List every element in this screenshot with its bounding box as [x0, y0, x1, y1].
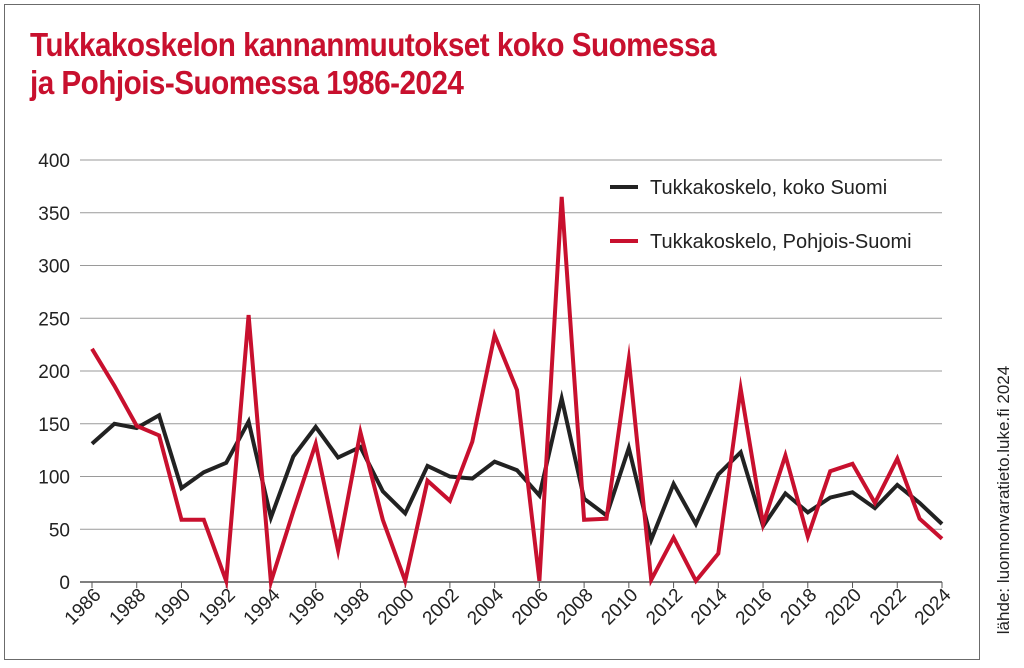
x-tick-label: 2004	[463, 584, 508, 629]
chart-title: Tukkakoskelon kannanmuutokset koko Suome…	[30, 26, 717, 102]
x-axis-ticks: 1986 1988 1990 1992 1994 1996 1998 2000 2002 2004…	[61, 582, 956, 629]
y-tick-label: 400	[38, 151, 70, 172]
x-tick-label: 2024	[911, 584, 956, 629]
y-tick-label: 250	[38, 309, 70, 330]
gridlines	[80, 159, 942, 583]
y-tick-label: 150	[38, 415, 70, 436]
y-tick-label: 200	[38, 362, 70, 383]
series-lines	[90, 196, 944, 593]
legend-label: Tukkakoskelo, koko Suomi	[650, 177, 887, 199]
x-tick-label: 1998	[329, 585, 374, 630]
x-tick-label: 2002	[419, 585, 464, 630]
y-tick-label: 50	[49, 520, 70, 541]
x-tick-label: 2022	[866, 585, 911, 630]
x-tick-label: 2008	[553, 585, 598, 630]
y-tick-label: 300	[38, 257, 70, 278]
x-tick-label: 2016	[732, 585, 777, 630]
legend-label: Tukkakoskelo, Pohjois-Suomi	[650, 231, 912, 253]
x-tick-label: 1996	[284, 585, 329, 630]
x-tick-label: 2018	[777, 585, 822, 630]
chart-frame	[4, 4, 980, 660]
y-axis-ticks: 0 50 100 150 200 250 300 350 400	[38, 151, 70, 594]
x-tick-label: 2006	[508, 585, 553, 630]
legend: Tukkakoskelo, koko Suomi Tukkakoskelo, Po…	[610, 177, 912, 253]
y-tick-label: 350	[38, 204, 70, 225]
series-line-pohjois-suomi	[90, 196, 944, 593]
x-tick-label: 1992	[195, 585, 240, 630]
x-tick-label: 1988	[106, 585, 151, 630]
y-tick-label: 100	[38, 468, 70, 489]
x-tick-label: 2000	[374, 585, 419, 630]
title-line-1: Tukkakoskelon kannanmuutokset koko Suome…	[30, 26, 717, 63]
x-tick-label: 1994	[240, 584, 285, 629]
x-tick-label: 2020	[821, 585, 866, 630]
x-tick-label: 1990	[150, 585, 195, 630]
x-tick-label: 2010	[598, 585, 643, 630]
title-line-2: ja Pohjois-Suomessa 1986-2024	[30, 64, 464, 101]
x-tick-label: 2012	[642, 585, 687, 630]
y-tick-label: 0	[59, 573, 70, 594]
x-tick-label: 2014	[687, 584, 732, 629]
